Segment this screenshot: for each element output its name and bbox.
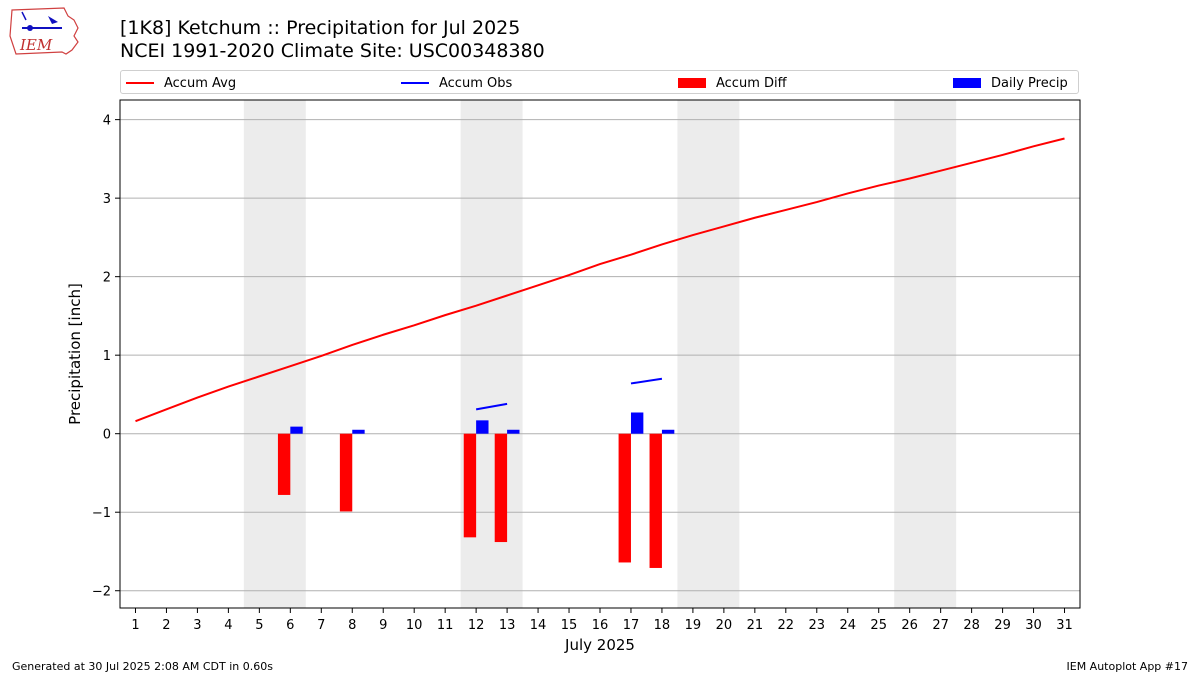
daily-precip-bar <box>290 426 303 434</box>
x-tick-label: 12 <box>468 618 485 633</box>
x-tick-label: 3 <box>193 618 201 633</box>
x-tick-label: 17 <box>623 618 640 633</box>
y-tick-label: −1 <box>92 506 111 521</box>
daily-precip-bar <box>476 420 489 434</box>
x-tick-label: 2 <box>162 618 170 633</box>
accum-diff-bar <box>277 433 291 495</box>
daily-precip-bar <box>352 429 365 434</box>
y-tick-label: 1 <box>103 349 111 364</box>
y-tick-label: 2 <box>103 271 111 286</box>
x-tick-label: 6 <box>286 618 294 633</box>
x-tick-label: 13 <box>499 618 516 633</box>
legend-item-daily-precip: Daily Precip <box>953 74 1068 92</box>
footer-app-text: IEM Autoplot App #17 <box>1066 660 1189 673</box>
plot-frame <box>119 99 1081 609</box>
legend-item-accum-diff: Accum Diff <box>678 74 787 92</box>
legend-swatch-accum-diff <box>678 78 706 88</box>
accum-obs-line <box>630 377 663 385</box>
legend-label-accum-avg: Accum Avg <box>164 75 237 91</box>
footer-generated-text: Generated at 30 Jul 2025 2:08 AM CDT in … <box>12 660 273 673</box>
x-tick-label: 16 <box>592 618 609 633</box>
x-tick-label: 23 <box>809 618 826 633</box>
accum-avg-line <box>135 137 1065 423</box>
y-tick-label: 4 <box>103 114 111 129</box>
x-tick-label: 11 <box>437 618 454 633</box>
x-tick-label: 29 <box>994 618 1011 633</box>
x-tick-label: 24 <box>839 618 856 633</box>
y-tick-label: 3 <box>103 192 111 207</box>
x-tick-label: 14 <box>530 618 547 633</box>
x-tick-label: 28 <box>963 618 980 633</box>
accum-diff-bar <box>339 433 353 512</box>
y-tick-label: 0 <box>103 428 111 443</box>
x-tick-label: 1 <box>131 618 139 633</box>
legend-label-daily-precip: Daily Precip <box>991 75 1068 91</box>
legend-item-accum-obs: Accum Obs <box>401 74 512 92</box>
x-tick-label: 8 <box>348 618 356 633</box>
x-tick-label: 30 <box>1025 618 1042 633</box>
x-tick-label: 15 <box>561 618 578 633</box>
weekend-shade <box>243 100 306 608</box>
chart-subtitle: NCEI 1991-2020 Climate Site: USC00348380 <box>120 40 545 62</box>
x-tick-label: 19 <box>685 618 702 633</box>
legend: Accum Avg Accum Obs Accum Diff Daily Pre… <box>120 70 1079 94</box>
x-tick-label: 10 <box>406 618 423 633</box>
svg-text:IEM: IEM <box>19 36 53 54</box>
legend-label-accum-obs: Accum Obs <box>439 75 513 91</box>
legend-swatch-accum-avg <box>126 82 154 84</box>
x-tick-label: 31 <box>1056 618 1073 633</box>
accum-diff-bar <box>494 433 508 543</box>
x-tick-label: 4 <box>224 618 232 633</box>
legend-swatch-daily-precip <box>953 78 981 88</box>
x-tick-label: 22 <box>778 618 795 633</box>
accum-obs-line <box>475 402 508 411</box>
daily-precip-bar <box>630 412 644 434</box>
legend-swatch-accum-obs <box>401 82 429 84</box>
x-tick-label: 27 <box>932 618 949 633</box>
legend-label-accum-diff: Accum Diff <box>716 75 787 91</box>
daily-precip-bar <box>507 429 520 434</box>
x-tick-label: 9 <box>379 618 387 633</box>
x-tick-label: 21 <box>747 618 764 633</box>
x-tick-label: 20 <box>716 618 733 633</box>
accum-diff-bar <box>649 433 662 568</box>
x-tick-label: 18 <box>654 618 671 633</box>
y-axis-label: Precipitation [inch] <box>66 283 84 425</box>
chart-title: [1K8] Ketchum :: Precipitation for Jul 2… <box>120 17 521 39</box>
y-tick-label: −2 <box>92 585 111 600</box>
x-axis-label: July 2025 <box>564 636 635 654</box>
x-tick-label: 25 <box>870 618 887 633</box>
weekend-shade <box>894 100 957 608</box>
legend-item-accum-avg: Accum Avg <box>126 74 236 92</box>
accum-diff-bar <box>618 433 631 563</box>
x-tick-label: 26 <box>901 618 918 633</box>
x-tick-label: 7 <box>317 618 325 633</box>
accum-diff-bar <box>463 433 477 538</box>
iem-logo: IEM <box>8 6 80 58</box>
daily-precip-bar <box>661 429 675 434</box>
x-tick-label: 5 <box>255 618 263 633</box>
weekend-shade <box>677 100 740 608</box>
